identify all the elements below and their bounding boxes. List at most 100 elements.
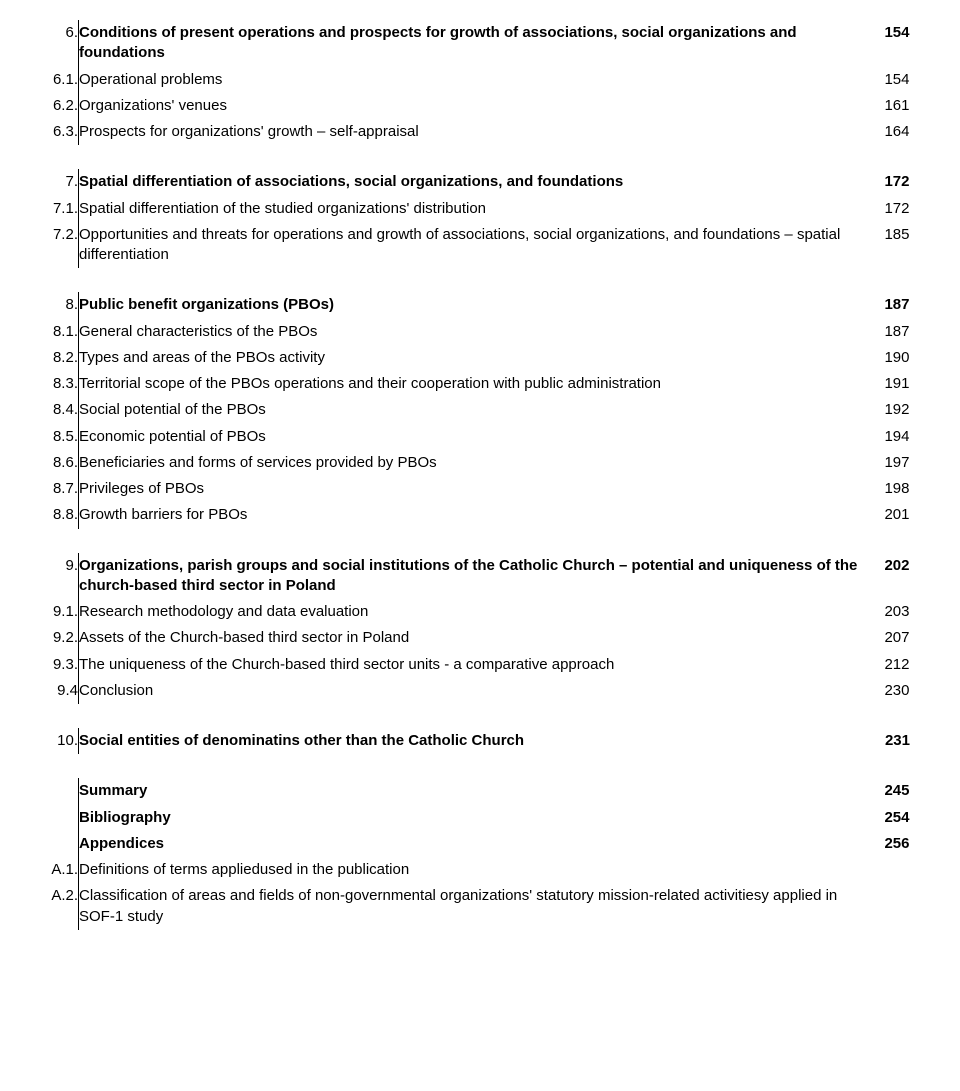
toc-row: 6.1.Operational problems154 [30, 67, 910, 93]
toc-entry-number: 9. [30, 553, 79, 600]
toc-entry-page: 172 [860, 196, 910, 222]
toc-row: 9.3.The uniqueness of the Church-based t… [30, 652, 910, 678]
toc-entry-title: Public benefit organizations (PBOs) [79, 292, 860, 318]
toc-entry-page: 198 [860, 476, 910, 502]
toc-entry-page: 187 [860, 292, 910, 318]
toc-entry-title: Conditions of present operations and pro… [79, 20, 860, 67]
toc-entry-number: 6. [30, 20, 79, 67]
toc-entry-number: 8.7. [30, 476, 79, 502]
toc-entry-page: 194 [860, 424, 910, 450]
toc-row: 7.Spatial differentiation of association… [30, 169, 910, 195]
toc-entry-title: General characteristics of the PBOs [79, 319, 860, 345]
toc-entry-number: 7. [30, 169, 79, 195]
toc-row: 6.Conditions of present operations and p… [30, 20, 910, 67]
toc-row: 8.3.Territorial scope of the PBOs operat… [30, 371, 910, 397]
toc-entry-title: Spatial differentiation of associations,… [79, 169, 860, 195]
toc-entry-number: 8.3. [30, 371, 79, 397]
toc-row: 8.1.General characteristics of the PBOs1… [30, 319, 910, 345]
toc-entry-title: Organizations, parish groups and social … [79, 553, 860, 600]
toc-entry-number: 8.6. [30, 450, 79, 476]
toc-entry-title: Spatial differentiation of the studied o… [79, 196, 860, 222]
toc-row: 7.1.Spatial differentiation of the studi… [30, 196, 910, 222]
toc-entry-page: 230 [860, 678, 910, 704]
toc-row: 8.Public benefit organizations (PBOs)187 [30, 292, 910, 318]
toc-entry-number: 8. [30, 292, 79, 318]
toc-entry-number: 7.1. [30, 196, 79, 222]
toc-row: 8.4.Social potential of the PBOs192 [30, 397, 910, 423]
toc-entry-number: 6.2. [30, 93, 79, 119]
toc-entry-title: Assets of the Church-based third sector … [79, 625, 860, 651]
toc-entry-page: 201 [860, 502, 910, 528]
toc-entry-page: 197 [860, 450, 910, 476]
toc-entry-title: Social potential of the PBOs [79, 397, 860, 423]
toc-entry-page [860, 857, 910, 883]
toc-entry-title: Social entities of denominatins other th… [79, 728, 861, 754]
toc-entry-page: 172 [860, 169, 910, 195]
toc-section: 9.Organizations, parish groups and socia… [30, 553, 910, 705]
toc-row: A.1.Definitions of terms appliedused in … [30, 857, 910, 883]
toc-entry-page: 256 [860, 831, 910, 857]
toc-entry-page: 154 [860, 67, 910, 93]
toc-row: 9.1.Research methodology and data evalua… [30, 599, 910, 625]
toc-row: 6.3.Prospects for organizations' growth … [30, 119, 910, 145]
toc-entry-title: Beneficiaries and forms of services prov… [79, 450, 860, 476]
toc-entry-number: 8.2. [30, 345, 79, 371]
toc-entry-title: Organizations' venues [79, 93, 860, 119]
toc-entry-number: A.2. [30, 883, 79, 930]
toc-entry-number: 9.2. [30, 625, 79, 651]
toc-entry-page: 231 [860, 728, 910, 754]
toc-entry-page [860, 883, 910, 930]
toc-entry-number: 9.3. [30, 652, 79, 678]
toc-entry-page: 190 [860, 345, 910, 371]
toc-row: Summary245 [30, 778, 910, 804]
toc-entry-number: 8.5. [30, 424, 79, 450]
toc-row: 8.6.Beneficiaries and forms of services … [30, 450, 910, 476]
toc-entry-page: 192 [860, 397, 910, 423]
toc-entry-title: Classification of areas and fields of no… [79, 883, 860, 930]
toc-entry-number [30, 831, 79, 857]
toc-entry-number [30, 778, 79, 804]
toc-row: 9.Organizations, parish groups and socia… [30, 553, 910, 600]
toc-entry-page: 164 [860, 119, 910, 145]
toc-entry-title: Types and areas of the PBOs activity [79, 345, 860, 371]
toc-entry-page: 207 [860, 625, 910, 651]
toc-entry-number [30, 805, 79, 831]
toc-entry-number: 6.1. [30, 67, 79, 93]
toc-entry-page: 203 [860, 599, 910, 625]
toc-row: 7.2.Opportunities and threats for operat… [30, 222, 910, 269]
toc-entry-page: 245 [860, 778, 910, 804]
toc-row: 8.2.Types and areas of the PBOs activity… [30, 345, 910, 371]
toc-entry-number: 7.2. [30, 222, 79, 269]
toc-entry-page: 202 [860, 553, 910, 600]
toc-section: 6.Conditions of present operations and p… [30, 20, 910, 145]
toc-entry-title: Operational problems [79, 67, 860, 93]
toc-entry-title: Opportunities and threats for operations… [79, 222, 860, 269]
toc-row: 10.Social entities of denominatins other… [30, 728, 910, 754]
toc-entry-title: Research methodology and data evaluation [79, 599, 860, 625]
toc-entry-title: Privileges of PBOs [79, 476, 860, 502]
toc-entry-title: Growth barriers for PBOs [79, 502, 860, 528]
toc-entry-number: 8.8. [30, 502, 79, 528]
toc-entry-title: Prospects for organizations' growth – se… [79, 119, 860, 145]
toc-entry-page: 154 [860, 20, 910, 67]
toc-entry-number: 8.1. [30, 319, 79, 345]
toc-section: 7.Spatial differentiation of association… [30, 169, 910, 268]
toc-entry-title: Bibliography [79, 805, 860, 831]
toc-row: Appendices256 [30, 831, 910, 857]
toc-entry-title: Summary [79, 778, 860, 804]
toc-entry-number: 9.1. [30, 599, 79, 625]
toc-entry-page: 254 [860, 805, 910, 831]
toc-row: A.2.Classification of areas and fields o… [30, 883, 910, 930]
toc-row: 8.7.Privileges of PBOs198 [30, 476, 910, 502]
toc-entry-number: A.1. [30, 857, 79, 883]
toc-section: 8.Public benefit organizations (PBOs)187… [30, 292, 910, 528]
toc-entry-number: 6.3. [30, 119, 79, 145]
toc-entry-number: 8.4. [30, 397, 79, 423]
toc-document: 6.Conditions of present operations and p… [30, 20, 910, 930]
toc-entry-title: Territorial scope of the PBOs operations… [79, 371, 860, 397]
toc-entry-title: Economic potential of PBOs [79, 424, 860, 450]
toc-row: Bibliography254 [30, 805, 910, 831]
toc-section: 10.Social entities of denominatins other… [30, 728, 910, 754]
toc-row: 8.5.Economic potential of PBOs194 [30, 424, 910, 450]
toc-entry-page: 185 [860, 222, 910, 269]
